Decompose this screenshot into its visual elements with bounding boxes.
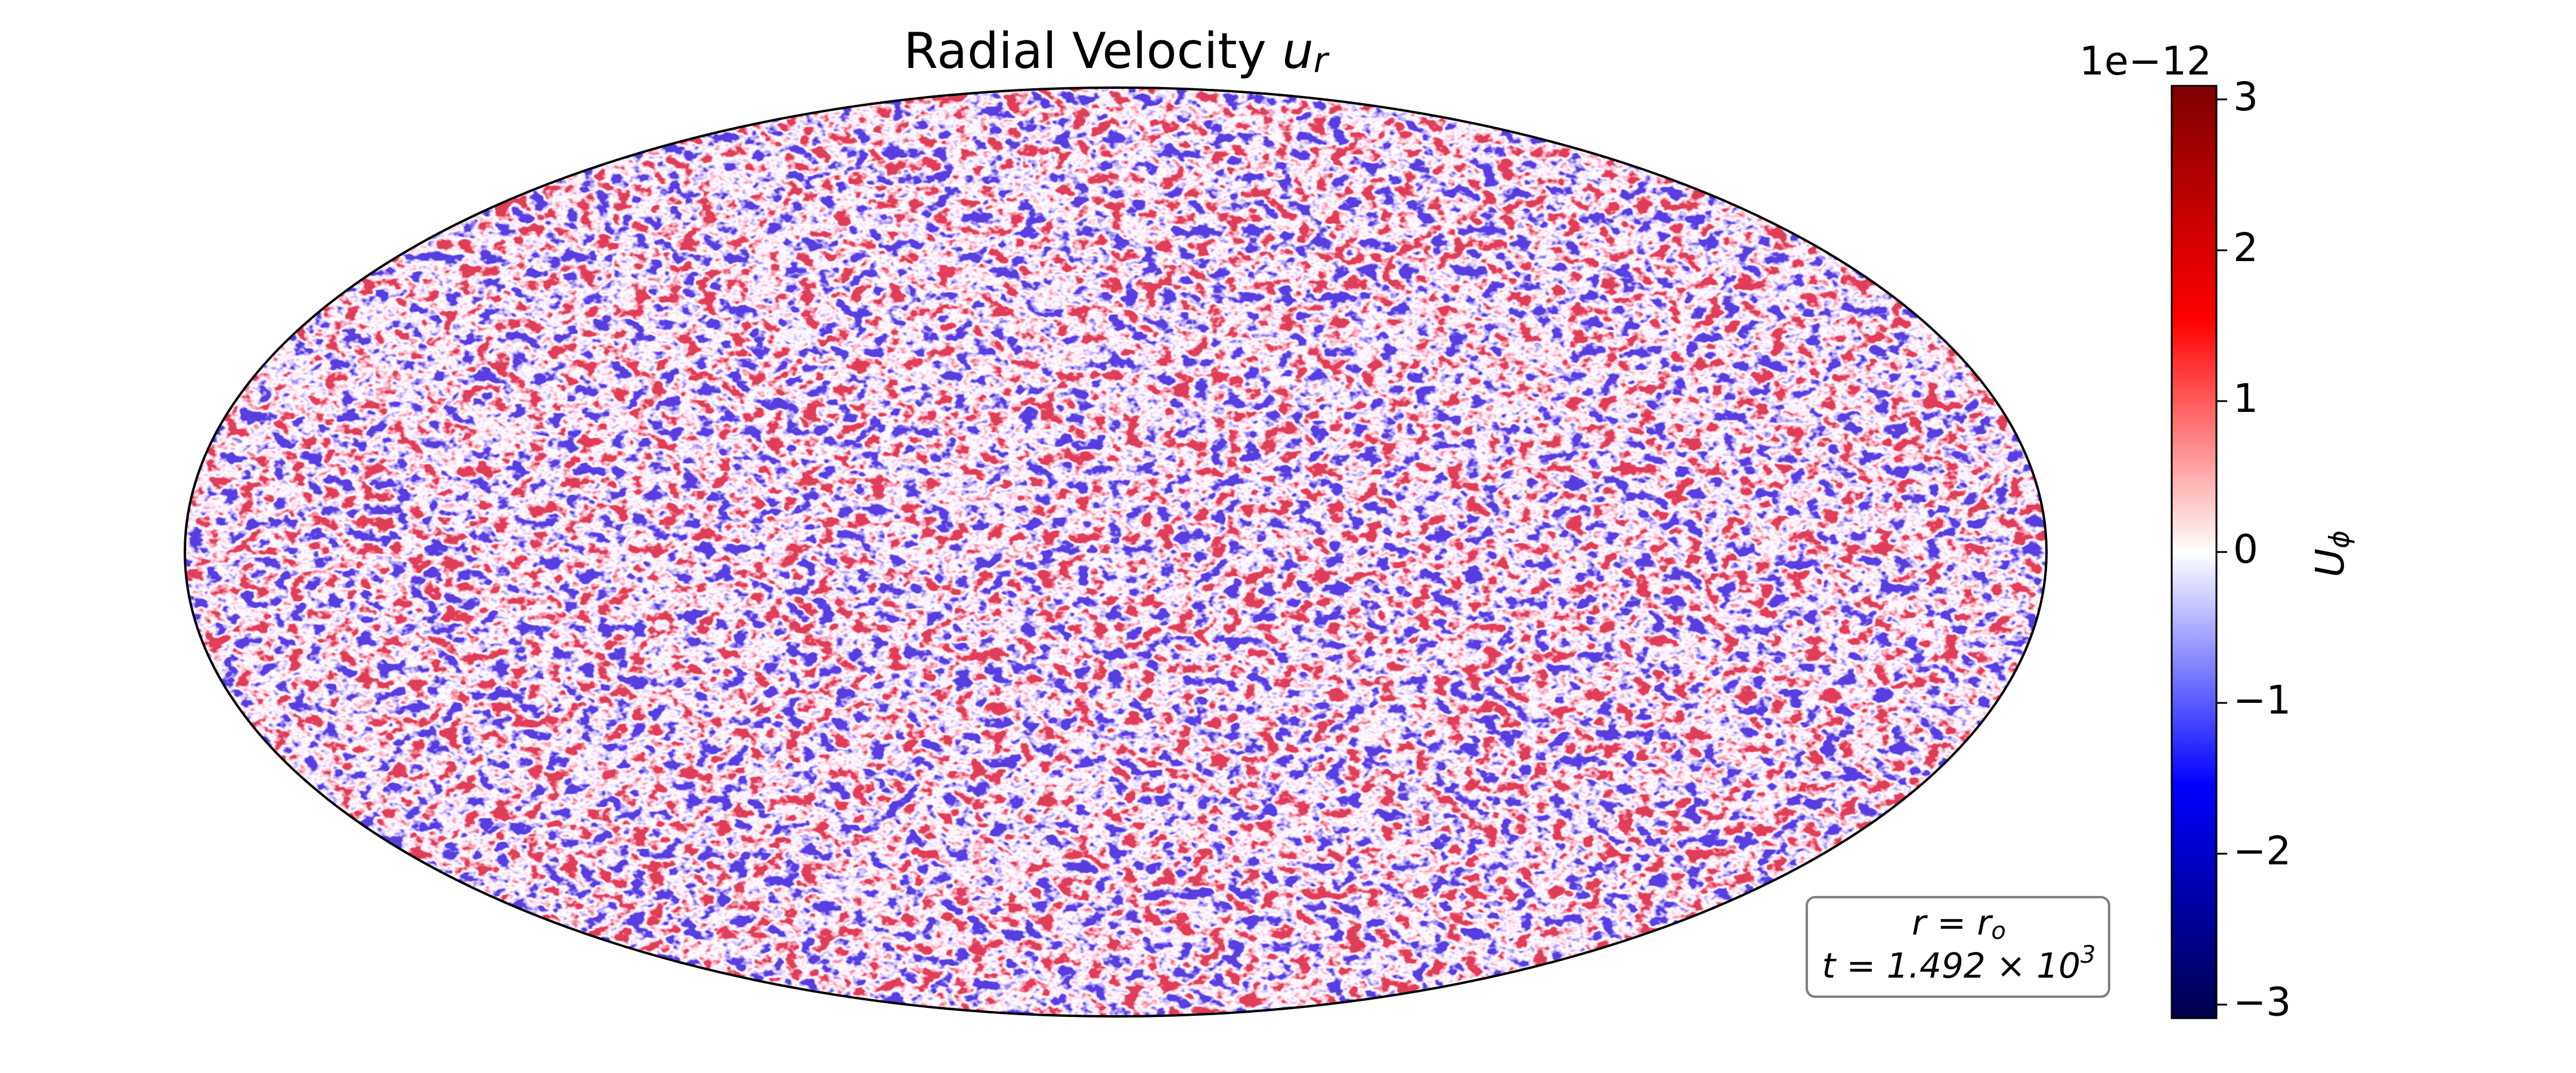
annotation-time-text: t = 1.492 × 10 — [1822, 945, 2081, 986]
colorbar-tick-label: 0 — [2233, 526, 2258, 572]
colorbar: −3 −2 −1 0 1 2 3 — [2171, 74, 2291, 1025]
annotation-time: t = 1.492 × 103 — [1822, 941, 2096, 986]
colorbar-label-symbol: U — [2307, 548, 2353, 577]
colorbar-tick-label: −1 — [2233, 677, 2291, 723]
colorbar-label-subscript: ϕ — [2323, 531, 2355, 548]
annotation-radius-subscript: o — [1991, 917, 2005, 945]
colorbar-tick-label: 2 — [2233, 225, 2258, 271]
colorbar-tick-label: −2 — [2233, 828, 2291, 874]
colorbar-body — [2171, 85, 2218, 1019]
map-outline — [184, 86, 2048, 1018]
colorbar-tick-label: −3 — [2233, 979, 2291, 1025]
colorbar-tick-label: 1 — [2233, 376, 2258, 421]
annotation-radius: r = ro — [1912, 903, 2006, 945]
colorbar-offset: 1e−12 — [2079, 38, 2212, 84]
annotation-box — [1806, 896, 2110, 998]
annotation-radius-text: r = r — [1912, 903, 1993, 943]
annotation: r = ro t = 1.492 × 103 — [1806, 896, 2110, 998]
title-text: Radial Velocity — [903, 22, 1266, 80]
map-field — [185, 88, 2046, 1016]
colorbar-tick-label: 3 — [2233, 74, 2258, 120]
map — [184, 86, 2048, 1018]
annotation-time-exponent: 3 — [2080, 941, 2095, 969]
title-subscript: r — [1314, 40, 1330, 80]
colorbar-label: Uϕ — [2307, 531, 2355, 578]
title-symbol: u — [1282, 22, 1314, 80]
chart-title: Radial Velocity ur — [903, 22, 1329, 80]
